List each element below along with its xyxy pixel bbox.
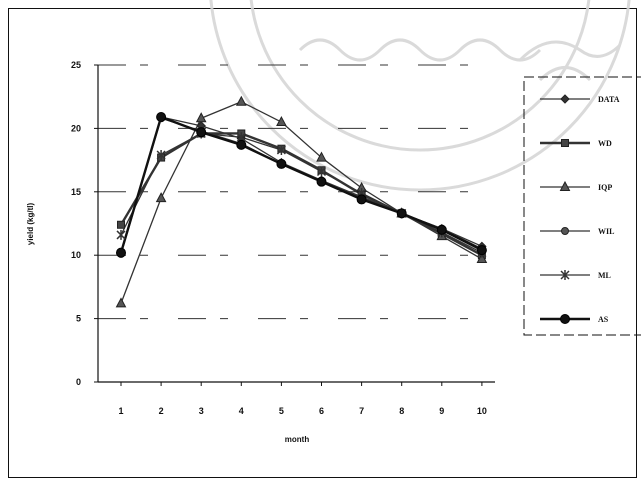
data-point-ml xyxy=(116,229,126,240)
series-line-ml xyxy=(120,132,483,254)
x-tick-label: 4 xyxy=(239,406,244,416)
data-point-iqp xyxy=(235,95,247,106)
x-axis-label: month xyxy=(285,435,310,444)
data-point-as xyxy=(476,245,487,256)
data-point-as xyxy=(116,247,126,258)
data-point-iqp xyxy=(316,151,327,162)
legend-label-iqp: IQP xyxy=(598,183,612,192)
series-line-iqp xyxy=(120,101,483,304)
chart-frame xyxy=(8,8,637,478)
y-tick-label: 25 xyxy=(71,60,81,70)
data-point-iqp xyxy=(195,112,207,123)
y-tick-label: 15 xyxy=(71,187,81,197)
axes xyxy=(97,65,495,383)
legend: DATA WD IQP WIL ML AS xyxy=(523,76,641,336)
legend-label-ml: ML xyxy=(598,271,611,280)
data-point-as xyxy=(156,111,167,122)
data-point-as xyxy=(196,127,207,138)
x-tick-label: 5 xyxy=(279,406,284,416)
y-tick-label: 20 xyxy=(71,123,81,133)
data-point-iqp xyxy=(276,115,287,127)
y-tick-label: 5 xyxy=(76,314,81,324)
data-point-ml xyxy=(316,166,327,177)
legend-marker-data xyxy=(560,94,570,104)
legend-marker-wil xyxy=(561,227,569,235)
data-point-ml xyxy=(276,144,286,155)
x-tick-label: 7 xyxy=(359,406,364,416)
x-tick-label: 2 xyxy=(159,406,164,416)
data-point-as xyxy=(236,139,247,150)
y-ticks: 0 5 10 15 20 25 xyxy=(71,60,98,387)
data-point-wd xyxy=(117,220,125,229)
x-tick-label: 1 xyxy=(118,406,123,416)
y-tick-label: 10 xyxy=(71,250,81,260)
x-tick-label: 9 xyxy=(439,406,444,416)
legend-label-wil: WIL xyxy=(598,227,614,236)
data-point-iqp xyxy=(476,252,488,264)
legend-label-data: DATA xyxy=(598,95,620,104)
x-tick-label: 6 xyxy=(319,406,324,416)
legend-marker-wd xyxy=(561,139,569,147)
gridlines xyxy=(98,64,495,320)
series-line-wd xyxy=(119,132,483,257)
data-point-iqp xyxy=(155,192,167,203)
legend-marker-ml xyxy=(560,270,570,280)
data-point-as xyxy=(436,224,447,235)
series-markers xyxy=(115,95,488,308)
series-line-data xyxy=(120,116,483,253)
series-line-as xyxy=(119,115,483,254)
data-point-ml xyxy=(156,150,166,161)
data-point-as xyxy=(276,158,287,169)
series-lines xyxy=(119,101,483,304)
legend-label-as: AS xyxy=(598,315,609,324)
x-ticks: 1 2 3 4 5 6 7 8 9 10 xyxy=(118,382,487,416)
data-point-as xyxy=(396,208,407,219)
data-point-iqp xyxy=(115,297,127,308)
data-point-as xyxy=(356,194,367,205)
x-tick-label: 10 xyxy=(477,406,487,416)
y-axis-label: yield (kg/tl) xyxy=(26,203,35,246)
x-tick-label: 3 xyxy=(199,406,204,416)
legend-marker-iqp xyxy=(559,180,571,191)
data-point-as xyxy=(316,176,327,187)
legend-box xyxy=(523,76,641,336)
legend-marker-as xyxy=(560,314,570,324)
y-tick-label: 0 xyxy=(76,377,81,387)
series-line-wil xyxy=(120,117,483,255)
legend-label-wd: WD xyxy=(598,139,612,148)
x-tick-label: 8 xyxy=(399,406,404,416)
